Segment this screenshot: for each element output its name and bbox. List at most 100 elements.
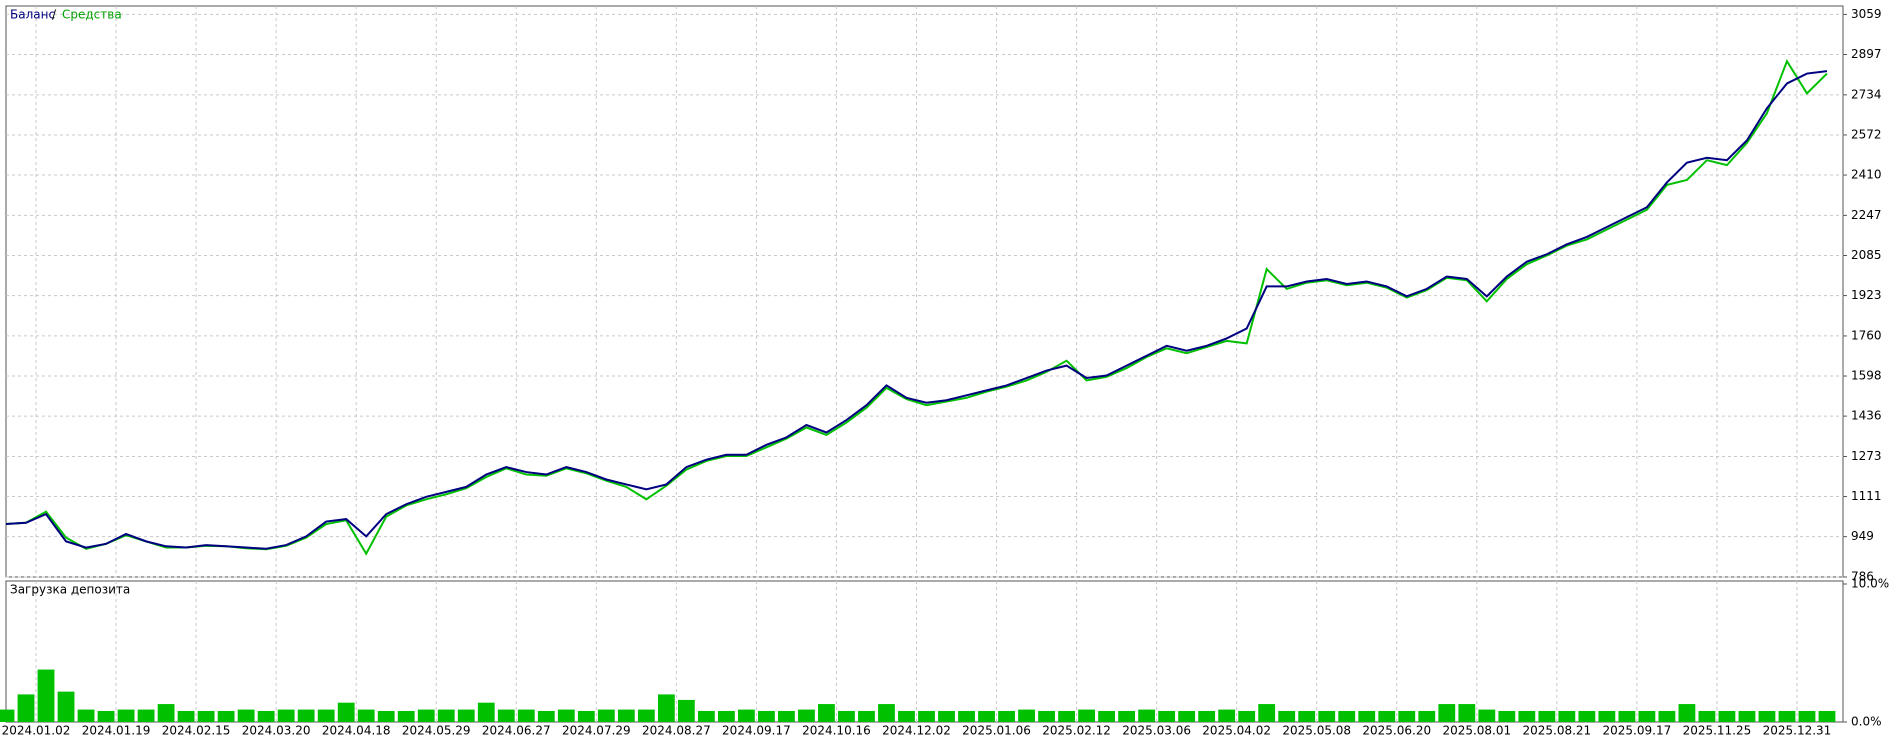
- load-bar: [1458, 704, 1476, 722]
- load-bar: [1678, 704, 1696, 722]
- load-bar: [1518, 710, 1536, 722]
- load-bar: [1818, 710, 1836, 722]
- grid: [6, 6, 1843, 722]
- load-bar: [237, 709, 255, 722]
- x-tick-label: 2024.07.29: [562, 724, 631, 738]
- load-bar: [958, 710, 975, 722]
- load-bar: [1538, 710, 1556, 722]
- load-bar: [1298, 710, 1316, 722]
- load-bar: [557, 709, 575, 722]
- load-bar: [537, 710, 555, 722]
- load-bar: [1398, 710, 1416, 722]
- load-bar: [437, 709, 455, 722]
- load-bar: [377, 710, 395, 722]
- series-line: [5, 58, 1828, 556]
- load-bar: [938, 710, 955, 722]
- x-tick-label: 2024.06.27: [482, 724, 551, 738]
- load-bar: [637, 709, 655, 722]
- load-bar: [1478, 709, 1496, 722]
- load-bar: [157, 704, 175, 722]
- load-bar: [898, 710, 915, 722]
- load-bar: [1158, 710, 1176, 722]
- load-bar: [497, 709, 515, 722]
- y-tick-label: 786: [1851, 570, 1874, 584]
- x-tick-label: 2024.12.02: [882, 724, 951, 738]
- y-tick-label: 1273: [1851, 449, 1882, 463]
- load-bar: [1198, 710, 1216, 722]
- y-tick-label: 1111: [1851, 489, 1882, 503]
- load-bar: [677, 699, 695, 722]
- load-bar: [1098, 710, 1116, 722]
- load-bar: [818, 704, 835, 722]
- load-bar: [737, 709, 755, 722]
- load-bar: [597, 709, 615, 722]
- load-bar: [1698, 710, 1716, 722]
- load-bar: [337, 702, 355, 722]
- load-bar: [97, 710, 115, 722]
- x-tick-label: 2024.09.17: [722, 724, 791, 738]
- x-tick-label: 2025.04.02: [1202, 724, 1271, 738]
- load-bar: [117, 709, 135, 722]
- x-tick-label: 2025.09.17: [1603, 724, 1672, 738]
- x-tick-label: 2025.06.20: [1362, 724, 1431, 738]
- x-tick-label: 2025.11.25: [1683, 724, 1752, 738]
- load-bar: [1498, 710, 1516, 722]
- load-bar: [838, 710, 855, 722]
- load-bar: [37, 669, 55, 722]
- y-tick-label: 2410: [1851, 168, 1882, 182]
- load-bar: [717, 710, 735, 722]
- load-title: Загрузка депозита: [10, 583, 130, 597]
- x-tick-label: 2024.05.29: [402, 724, 471, 738]
- x-tick-label: 2025.03.06: [1122, 724, 1191, 738]
- load-bar: [617, 709, 635, 722]
- load-bar: [1238, 710, 1256, 722]
- load-bar: [177, 710, 195, 722]
- load-bar: [657, 694, 675, 722]
- x-tick-label: 2025.01.06: [962, 724, 1031, 738]
- load-panel: [5, 580, 1844, 723]
- load-bar: [1758, 710, 1776, 722]
- load-bar: [1138, 709, 1156, 722]
- load-bar: [758, 710, 775, 722]
- load-bar: [1658, 710, 1676, 722]
- load-bar: [417, 709, 435, 722]
- load-bar: [798, 709, 815, 722]
- legend-balance: Баланс: [10, 8, 55, 22]
- legend-separator: /: [52, 8, 57, 22]
- load-bar: [77, 709, 95, 722]
- x-tick-label: 2025.08.01: [1442, 724, 1511, 738]
- load-bar: [1618, 710, 1636, 722]
- load-bar: [1358, 710, 1376, 722]
- load-bar: [1058, 710, 1075, 722]
- load-bar: [697, 710, 715, 722]
- load-bar: [1778, 710, 1796, 722]
- y-tick-label: 2734: [1851, 87, 1882, 101]
- load-bar: [477, 702, 495, 722]
- y-tick-label: 1923: [1851, 288, 1882, 302]
- x-tick-label: 2024.04.18: [322, 724, 391, 738]
- load-bar: [317, 709, 335, 722]
- y-tick-label: 1598: [1851, 369, 1882, 383]
- load-bar: [17, 694, 35, 722]
- load-bar: [1178, 710, 1196, 722]
- load-bar: [357, 709, 375, 722]
- load-bar: [1558, 710, 1576, 722]
- series-line: [5, 70, 1828, 550]
- x-tick-label: 2025.02.12: [1042, 724, 1111, 738]
- y-tick-label: 0.0%: [1851, 715, 1882, 729]
- load-bar: [1738, 710, 1756, 722]
- load-bar: [1798, 710, 1816, 722]
- load-bar: [1078, 709, 1095, 722]
- load-bar: [1218, 709, 1236, 722]
- load-bar: [0, 709, 15, 722]
- main-panel: [5, 5, 1844, 578]
- x-tick-label: 2024.10.16: [802, 724, 871, 738]
- load-bar: [998, 710, 1015, 722]
- load-bar: [1258, 704, 1276, 722]
- load-bar: [297, 709, 315, 722]
- x-tick-label: 2024.01.19: [82, 724, 151, 738]
- load-bar: [1578, 710, 1596, 722]
- x-tick-label: 2024.08.27: [642, 724, 711, 738]
- load-bar: [137, 709, 155, 722]
